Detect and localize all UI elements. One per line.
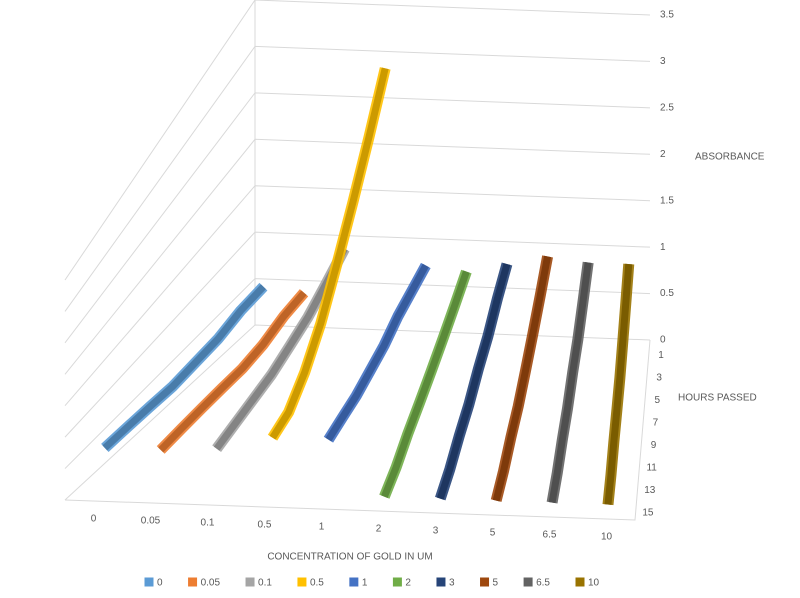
legend-label: 0.05: [201, 578, 221, 589]
legend-label: 0: [157, 578, 163, 589]
y-tick-label: 1: [660, 242, 666, 253]
legend-swatch: [188, 577, 198, 587]
ribbon: [158, 290, 307, 453]
x-tick-label: 10: [601, 532, 613, 543]
ribbon: [604, 263, 633, 505]
legend-label: 0.5: [310, 578, 324, 589]
grid-line: [64, 185, 651, 407]
legend-label: 6.5: [536, 578, 550, 589]
y-tick-label: 2: [660, 149, 666, 160]
floor-edge: [64, 339, 651, 521]
x-axis-title: CONCENTRATION OF GOLD IN UM: [267, 552, 432, 563]
legend-swatch: [144, 577, 154, 587]
x-tick-label: 0: [91, 514, 97, 525]
legend-swatch: [349, 577, 359, 587]
ribbon: [436, 263, 511, 500]
legend-label: 0.1: [258, 578, 272, 589]
y-tick-label: 3.5: [660, 10, 674, 21]
ribbon: [213, 247, 348, 451]
y-tick-label: 0: [660, 335, 666, 346]
z-tick-label: 5: [655, 395, 661, 406]
legend-swatch: [436, 577, 446, 587]
z-tick-label: 11: [646, 462, 657, 473]
legend-label: 10: [588, 578, 600, 589]
x-tick-label: 5: [490, 528, 496, 539]
z-tick-label: 13: [644, 485, 656, 496]
x-tick-label: 0.1: [201, 518, 215, 529]
z-axis-title: HOURS PASSED: [678, 393, 757, 404]
y-axis-title: ABSORBANCE: [695, 152, 765, 163]
legend-swatch: [480, 577, 490, 587]
legend-swatch: [297, 577, 307, 587]
ribbon: [102, 284, 266, 451]
grid-line: [64, 0, 651, 281]
y-tick-label: 1.5: [660, 195, 674, 206]
ribbon: [325, 263, 429, 442]
z-tick-label: 15: [642, 507, 654, 518]
y-tick-label: 3: [660, 56, 666, 67]
z-tick-label: 9: [651, 440, 657, 451]
z-tick-label: 3: [656, 372, 662, 383]
y-tick-label: 0.5: [660, 288, 674, 299]
legend-label: 5: [493, 578, 499, 589]
legend-label: 1: [362, 578, 368, 589]
z-tick-label: 7: [653, 417, 659, 428]
legend-swatch: [245, 577, 255, 587]
y-tick-label: 2.5: [660, 102, 674, 113]
ribbon: [269, 67, 389, 440]
x-tick-label: 1: [319, 522, 325, 533]
grid-line: [64, 92, 651, 344]
x-tick-label: 3: [433, 526, 439, 537]
x-tick-label: 2: [376, 524, 382, 535]
ribbon: [492, 255, 552, 502]
legend-label: 3: [449, 578, 455, 589]
x-tick-label: 6.5: [543, 530, 557, 541]
z-tick-label: 1: [658, 350, 664, 361]
ribbon: [548, 262, 592, 504]
legend-label: 2: [405, 578, 411, 589]
legend-swatch: [523, 577, 533, 587]
x-tick-label: 0.05: [141, 516, 161, 527]
legend-swatch: [575, 577, 585, 587]
x-tick-label: 0.5: [258, 520, 272, 531]
ribbon: [381, 270, 470, 498]
legend-swatch: [392, 577, 402, 587]
